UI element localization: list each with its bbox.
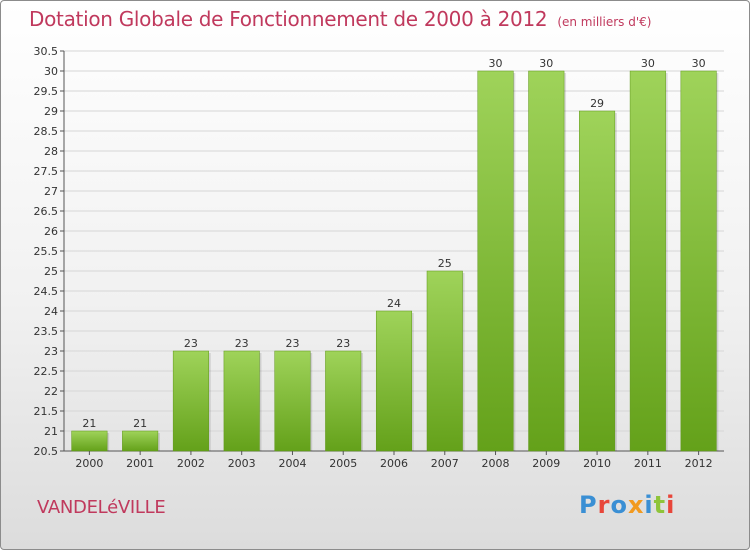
x-tick-label: 2000 (75, 457, 103, 470)
bar (122, 430, 159, 452)
brand-letter: i (666, 491, 676, 519)
y-tick-label: 29 (44, 105, 58, 118)
data-label: 23 (336, 337, 350, 350)
y-tick-label: 25.5 (34, 245, 59, 258)
x-tick-label: 2012 (685, 457, 713, 470)
data-label: 21 (82, 417, 96, 430)
data-label: 21 (133, 417, 147, 430)
bar (325, 350, 362, 452)
unit-label: (en milliers d'€) (557, 15, 652, 29)
y-tick-label: 24 (44, 305, 58, 318)
brand-letter: r (597, 491, 611, 519)
y-tick-label: 29.5 (34, 85, 59, 98)
bar (274, 350, 311, 452)
brand-letter: i (644, 491, 654, 519)
x-tick-label: 2005 (329, 457, 357, 470)
x-tick-label: 2001 (126, 457, 154, 470)
brand-letter: t (653, 491, 667, 519)
y-tick-label: 25 (44, 265, 58, 278)
bar (375, 310, 413, 452)
y-tick-label: 27 (44, 185, 58, 198)
bar (579, 110, 616, 452)
data-label: 30 (489, 57, 503, 70)
data-label: 23 (184, 337, 198, 350)
x-tick-label: 2004 (278, 457, 306, 470)
x-tick-label: 2007 (431, 457, 459, 470)
data-label: 24 (387, 297, 401, 310)
y-tick-label: 22 (44, 385, 58, 398)
bar (426, 270, 463, 452)
bar (680, 70, 717, 452)
x-tick-label: 2008 (482, 457, 510, 470)
y-tick-label: 30 (44, 65, 58, 78)
y-tick-label: 21 (44, 425, 58, 438)
bar (223, 350, 260, 452)
bar (477, 70, 514, 452)
data-label: 30 (539, 57, 553, 70)
bar (629, 70, 666, 452)
chart-title: Dotation Globale de Fonctionnement de 20… (29, 7, 651, 31)
chart-title-text: Dotation Globale de Fonctionnement de 20… (29, 7, 548, 31)
y-tick-label: 26 (44, 225, 58, 238)
y-tick-label: 30.5 (34, 45, 59, 58)
data-label: 29 (590, 97, 604, 110)
x-tick-label: 2011 (634, 457, 662, 470)
y-tick-label: 27.5 (34, 165, 59, 178)
y-tick-label: 24.5 (34, 285, 59, 298)
brand-logo: Proxiti (579, 491, 675, 519)
y-tick-label: 21.5 (34, 405, 59, 418)
y-tick-label: 23.5 (34, 325, 59, 338)
data-label: 25 (438, 257, 452, 270)
data-label: 30 (692, 57, 706, 70)
y-tick-label: 28.5 (34, 125, 59, 138)
x-tick-label: 2006 (380, 457, 408, 470)
y-tick-label: 28 (44, 145, 58, 158)
commune-name: VANDELéVILLE (37, 497, 166, 518)
y-tick-label: 26.5 (34, 205, 59, 218)
data-label: 23 (285, 337, 299, 350)
bar (172, 350, 209, 452)
bar-chart: 20.5 21 21.5 22 22.5 23 23.5 24 24.5 25 25.5 26 26.5… (34, 45, 724, 470)
data-label: 23 (235, 337, 249, 350)
x-tick-label: 2002 (177, 457, 205, 470)
brand-letter: x (627, 491, 645, 519)
data-label: 30 (641, 57, 655, 70)
x-tick-label: 2003 (228, 457, 256, 470)
y-tick-label: 20.5 (34, 445, 59, 458)
brand-letter: P (579, 491, 598, 519)
bar (71, 430, 108, 452)
brand-letter: o (610, 491, 628, 519)
x-tick-label: 2010 (583, 457, 611, 470)
y-tick-label: 23 (44, 345, 58, 358)
x-tick-label: 2009 (532, 457, 560, 470)
y-tick-label: 22.5 (34, 365, 59, 378)
bar (528, 70, 565, 452)
